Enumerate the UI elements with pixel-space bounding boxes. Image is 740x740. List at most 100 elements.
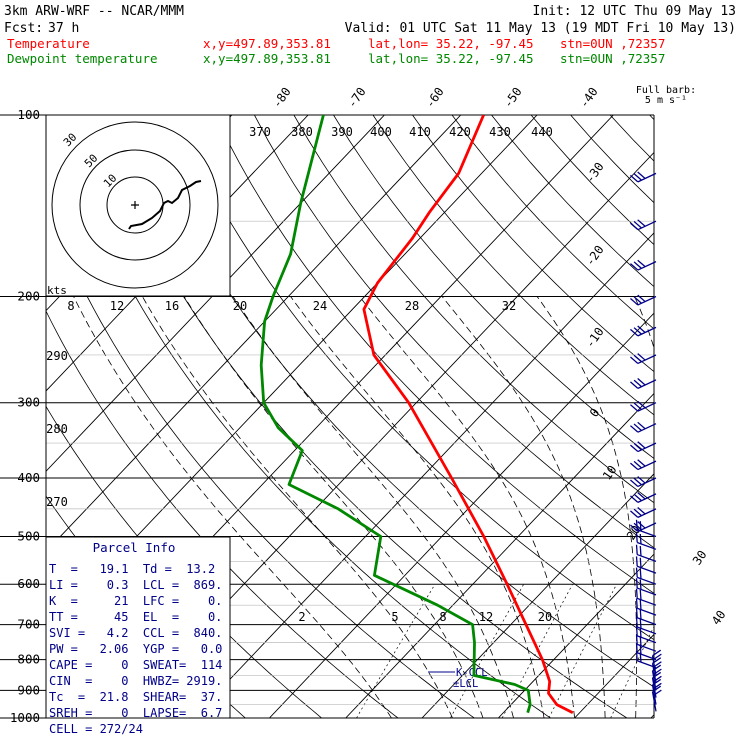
lcl-label: ±LCL [453, 678, 478, 690]
parcel-row-tt: TT = 45 EL = 0. [49, 610, 222, 624]
wind-barb [651, 649, 662, 676]
wind-barb [630, 507, 657, 518]
hodograph: 30 50 10 kts [45, 114, 231, 297]
wind-barb [635, 556, 657, 574]
wind-barb-feather [639, 568, 642, 579]
wind-barb-feather [637, 294, 646, 303]
isotherm-label: -60 [423, 85, 447, 111]
wind-barb-feather [637, 259, 646, 268]
mixing-ratio-label: 2 [298, 610, 305, 624]
wind-barb-feather [633, 442, 642, 451]
legend-dewpoint-name: Dewpoint temperature [7, 51, 158, 66]
wind-barb-feather [633, 327, 642, 335]
theta-label: 390 [331, 125, 353, 139]
wind-barb-feather [635, 556, 638, 567]
theta-label: 270 [46, 495, 68, 509]
parcel-row-cin: CIN = 0 HWBZ= 2919. [49, 674, 222, 688]
theta-label: 280 [46, 422, 68, 436]
mixing-ratio-label: 24 [313, 299, 327, 313]
wind-barb-feather [630, 404, 639, 412]
isotherm-line [727, 115, 740, 718]
isotherm-label: 10 [600, 463, 620, 483]
wind-barb-feather [633, 296, 642, 304]
wind-barb-feather [639, 589, 642, 600]
wind-barb-feather [635, 650, 638, 661]
wind-barb-feather [633, 261, 642, 269]
moist-adiabat [232, 296, 514, 718]
wind-barb-feather [637, 219, 646, 227]
wind-barb-feather [652, 685, 662, 693]
temperature-line [362, 115, 574, 714]
wind-barb-feather [635, 578, 638, 589]
wind-barb-feather [633, 508, 642, 517]
wind-barb-feather [637, 507, 646, 515]
wind-barb-feather [637, 492, 646, 500]
legend-dewpoint-xy: x,y=497.89,353.81 [203, 51, 331, 66]
parcel-row-li: LI = 0.3 LCL = 869. [49, 578, 222, 592]
isotherm-line [345, 392, 654, 718]
wind-barb-feather [630, 425, 639, 433]
pressure-tick-label: 300 [17, 395, 40, 410]
mixing-ratio-label: 12 [110, 299, 124, 313]
wind-barb-feather [633, 493, 642, 502]
moist-adiabat [73, 296, 392, 718]
wind-barb-feather [652, 661, 662, 668]
wind-barb-feather [652, 653, 662, 661]
barb-key-line1: Full barb: [636, 85, 696, 96]
wind-barb-feather [630, 356, 639, 364]
wind-barb-feather [637, 400, 646, 409]
wind-barb-feather [639, 635, 642, 646]
dry-adiabat [333, 115, 654, 460]
isotherm-line [269, 312, 654, 718]
dry-adiabat [689, 115, 740, 718]
wind-barb [630, 492, 657, 503]
wind-barb-feather [639, 579, 642, 590]
parcel-row-k: K = 21 LFC = 0. [49, 594, 222, 608]
hodograph-ring-middle [79, 149, 191, 261]
wind-barb-feather [633, 379, 642, 388]
hodograph-unit: kts [47, 284, 67, 297]
legend-temperature: Temperature x,y=497.89,353.81 lat,lon= 3… [7, 36, 665, 51]
hodograph-origin [131, 201, 139, 209]
pressure-tick-label: 100 [17, 107, 40, 122]
isotherm-line [497, 553, 654, 718]
isotherm-label: -20 [583, 243, 607, 269]
wind-barb-feather [635, 634, 638, 645]
dewpoint-line [259, 115, 532, 714]
barb-key-line2: 5 m s⁻¹ [645, 95, 687, 106]
wind-barb-feather [637, 459, 646, 467]
mixing-ratio-label: 32 [502, 299, 516, 313]
wind-barb-feather [630, 524, 639, 532]
wind-barb [630, 441, 657, 453]
pressure-tick-label: 400 [17, 470, 40, 485]
mixing-ratio-label: 8 [67, 299, 74, 313]
wind-barb [630, 219, 657, 231]
wind-barb-feather [633, 477, 642, 486]
wind-barb-feather [630, 297, 639, 306]
isobars: 100 200 300 400 500 600 700 800 900 1000 [0, 107, 655, 725]
parcel-row-cell: CELL = 272/24 [49, 722, 143, 736]
theta-label: 410 [409, 125, 431, 139]
wind-barb-feather [630, 444, 639, 453]
parcel-row-cape: CAPE = 0 SWEAT= 114 [49, 658, 222, 672]
wind-barb-feather [652, 689, 662, 697]
mixing-ratio-line [610, 625, 654, 718]
pressure-tick-label: 800 [17, 652, 40, 667]
parcel-row-sreh: SREH = 0 LAPSE= 6.7 [49, 706, 222, 720]
parcel-row-pw: PW = 2.06 YGP = 0.0 [49, 642, 222, 656]
wind-barb-feather [639, 618, 642, 629]
dry-adiabat [729, 115, 740, 718]
wind-barb-feather [630, 174, 639, 183]
wind-barb [635, 588, 657, 606]
wind-barb [635, 567, 657, 585]
wind-barb [635, 544, 657, 563]
legend-dewpoint-stn: stn=0UN ,72357 [560, 51, 665, 66]
fcst-label: Fcst: [4, 21, 43, 36]
hodograph-ring-outer [51, 121, 219, 289]
legend-temperature-xy: x,y=497.89,353.81 [203, 36, 331, 51]
parcel-row-tc: Tc = 21.8 SHEAR= 37. [49, 690, 222, 704]
wind-barb-feather [652, 675, 662, 683]
wind-barb-feather [652, 657, 662, 664]
wind-barb [630, 259, 657, 271]
